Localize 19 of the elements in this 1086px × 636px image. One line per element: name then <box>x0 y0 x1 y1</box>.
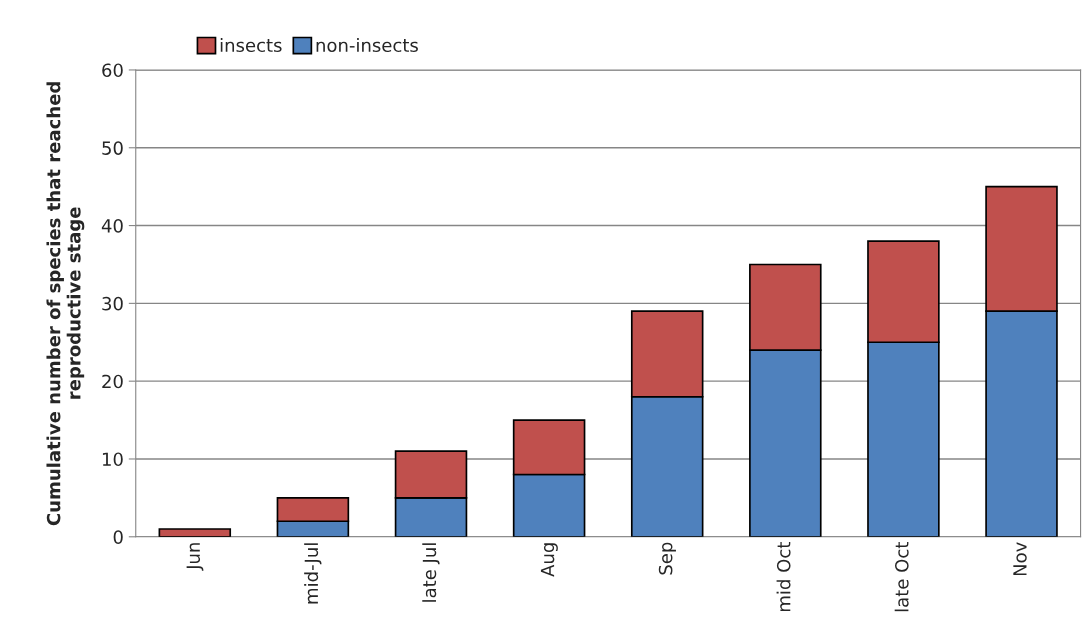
y-tick-label: 30 <box>102 296 123 311</box>
x-tick-label: Nov <box>1013 542 1027 576</box>
x-tick-label: mid-Jul <box>304 543 322 604</box>
y-tick-label: 20 <box>102 374 123 389</box>
x-tick-label: mid Oct <box>776 542 791 612</box>
legend-label: non-insects <box>316 38 418 53</box>
x-tick-label: Aug <box>540 543 558 577</box>
legend-label: insects <box>220 38 282 53</box>
bar <box>158 528 232 537</box>
y-tick-label: 10 <box>102 452 123 467</box>
y-tick-label: 60 <box>102 63 123 78</box>
y-tick-label: 0 <box>113 530 123 544</box>
x-tick-label: Sep <box>658 542 676 575</box>
x-tick-label: Jun <box>186 543 204 571</box>
x-tick-label: late Oct <box>894 542 909 612</box>
y-tick-label: 50 <box>102 141 123 155</box>
y-axis-title: Cumulative number of species that reached reproductive stage <box>46 82 85 526</box>
x-tick-label: late Jul <box>422 543 440 602</box>
y-tick-label: 40 <box>101 219 123 233</box>
